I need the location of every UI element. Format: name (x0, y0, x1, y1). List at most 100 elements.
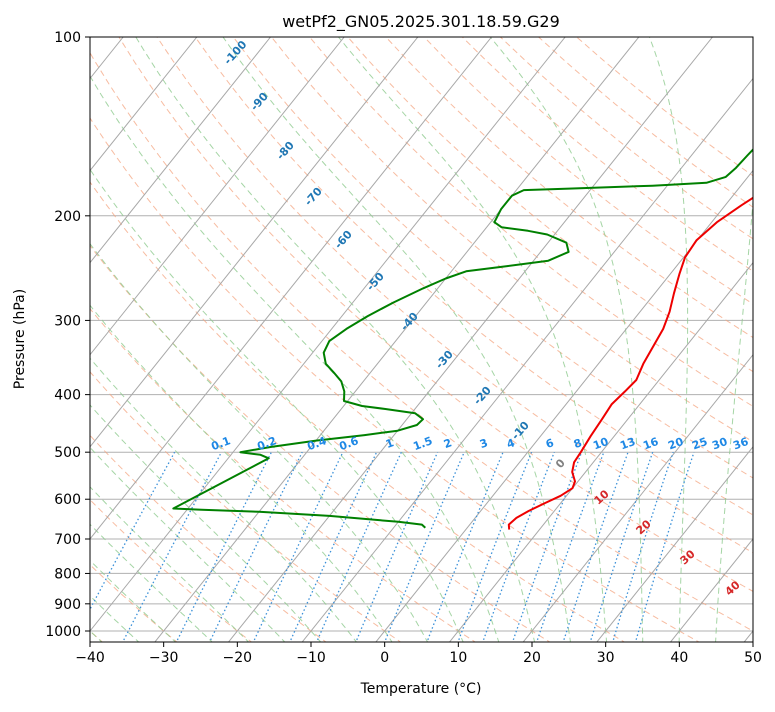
mixing-ratio-line (635, 452, 694, 643)
x-tick-label: 30 (597, 650, 615, 666)
mixing-ratio-label: 1.5 (411, 434, 434, 453)
mixing-ratio-label: 25 (690, 435, 709, 452)
mixing-ratio-label: 16 (641, 435, 660, 453)
dry-adiabat-line (0, 37, 478, 644)
mixing-ratio-line (512, 452, 582, 643)
isotherm-line (448, 37, 775, 644)
moist-adiabat-label: -50 (364, 270, 387, 294)
isotherm-line (522, 37, 775, 644)
moist-adiabat-line (716, 37, 762, 644)
dry-adiabat-line (577, 37, 775, 644)
x-tick-label: 50 (744, 650, 762, 666)
mixing-ratio-label: 30 (710, 435, 729, 453)
moist-adiabat-line (0, 37, 286, 644)
dry-adiabat-line (0, 37, 403, 644)
moist-adiabat-line (0, 37, 393, 644)
dry-adiabat-line (386, 37, 775, 644)
moist-adiabat-line (0, 37, 322, 644)
mixing-ratio-label: 20 (666, 435, 685, 453)
mixing-ratio-line (590, 452, 653, 643)
mixing-ratio-line (457, 452, 531, 643)
mixing-ratio-line (355, 452, 437, 643)
background-grid (90, 37, 753, 631)
moist-adiabat-line (0, 37, 358, 644)
mixing-ratio-label: 8 (572, 436, 584, 451)
x-tick-label: −10 (296, 650, 326, 666)
moist-adiabat-line (0, 37, 250, 644)
moist-adiabat-label: -60 (332, 228, 355, 252)
chart-title: wetPf2_GN05.2025.301.18.59.G29 (282, 12, 560, 32)
y-tick-label: 800 (54, 566, 81, 582)
y-tick-label: 400 (54, 388, 81, 404)
dry-adiabat-line (272, 37, 775, 644)
adiabat-lines (0, 37, 775, 644)
y-tick-label: 700 (54, 532, 81, 548)
isotherm-line (301, 37, 775, 644)
isotherm-line (0, 37, 344, 644)
dry-adiabat-line (0, 37, 253, 644)
mixing-ratio-label: 3 (478, 436, 490, 451)
dry-adiabat-line (0, 37, 328, 644)
y-tick-label: 600 (54, 492, 81, 508)
dry-adiabat-line (500, 37, 775, 644)
mixing-ratio-label: 0.4 (305, 434, 328, 453)
dry-adiabat-line (233, 37, 775, 644)
y-tick-label: 100 (54, 30, 81, 46)
dry-adiabat-line (310, 37, 775, 644)
sounding-profiles (173, 37, 775, 530)
x-tick-label: 0 (380, 650, 389, 666)
y-axis: 1000 900 800 700 600 500 400 300 200 100 (45, 30, 90, 640)
isotherm-line (6, 37, 491, 644)
x-tick-label: −40 (75, 650, 105, 666)
mixing-ratio-label: 2 (442, 436, 454, 451)
x-tick-label: 20 (523, 650, 541, 666)
y-tick-label: 900 (54, 597, 81, 613)
plot-frame (90, 37, 753, 642)
mixing-ratio-line (316, 452, 401, 643)
moist-adiabat-label: -100 (221, 38, 249, 67)
mixing-ratio-label: 13 (618, 435, 637, 452)
y-axis-label: Pressure (hPa) (12, 289, 28, 389)
dry-adiabat-line (4, 37, 627, 644)
moist-adiabat-label: -70 (302, 185, 325, 209)
mixing-ratio-line (426, 452, 503, 643)
moist-adiabat-line (0, 37, 214, 644)
moist-adiabat-label: -30 (433, 348, 456, 372)
moist-adiabat-line (136, 37, 535, 644)
x-tick-label: 10 (449, 650, 467, 666)
moist-adiabat-label: 0 (553, 456, 568, 471)
y-tick-label: 200 (54, 209, 81, 225)
dry-adiabat-line (43, 37, 702, 644)
dry-adiabat-label: 40 (723, 578, 743, 598)
dry-adiabat-line (348, 37, 775, 644)
x-tick-label: −30 (149, 650, 179, 666)
x-tick-label: −20 (223, 650, 253, 666)
mixing-ratio-label: 6 (544, 436, 556, 451)
isotherm-line (0, 37, 197, 644)
moist-adiabat-label: -90 (248, 90, 271, 114)
mixing-ratio-label: 0.2 (255, 434, 278, 453)
mixing-ratio-line (209, 452, 302, 643)
isotherm-line (154, 37, 639, 644)
mixing-ratio-line (72, 452, 175, 643)
isotherm-line (0, 37, 418, 644)
mixing-ratio-label: 36 (731, 435, 750, 453)
mixing-ratio-label: 10 (591, 435, 610, 453)
dry-adiabat-label: 10 (592, 487, 612, 507)
temperature-profile-line (509, 37, 775, 530)
mixing-ratio-line (253, 452, 343, 643)
isotherm-line (743, 37, 775, 644)
dry-adiabat-line (81, 37, 775, 644)
y-tick-label: 500 (54, 445, 81, 461)
y-tick-label: 1000 (45, 624, 81, 640)
mixing-ratio-label: 0.1 (209, 434, 232, 453)
x-tick-label: 40 (670, 650, 688, 666)
isotherm-line (227, 37, 712, 644)
x-axis-label: Temperature (°C) (360, 681, 482, 697)
moist-adiabat-label: -20 (471, 384, 494, 408)
y-tick-label: 300 (54, 313, 81, 329)
mixing-ratio-lines (72, 452, 694, 643)
moist-adiabat-line (0, 37, 428, 644)
